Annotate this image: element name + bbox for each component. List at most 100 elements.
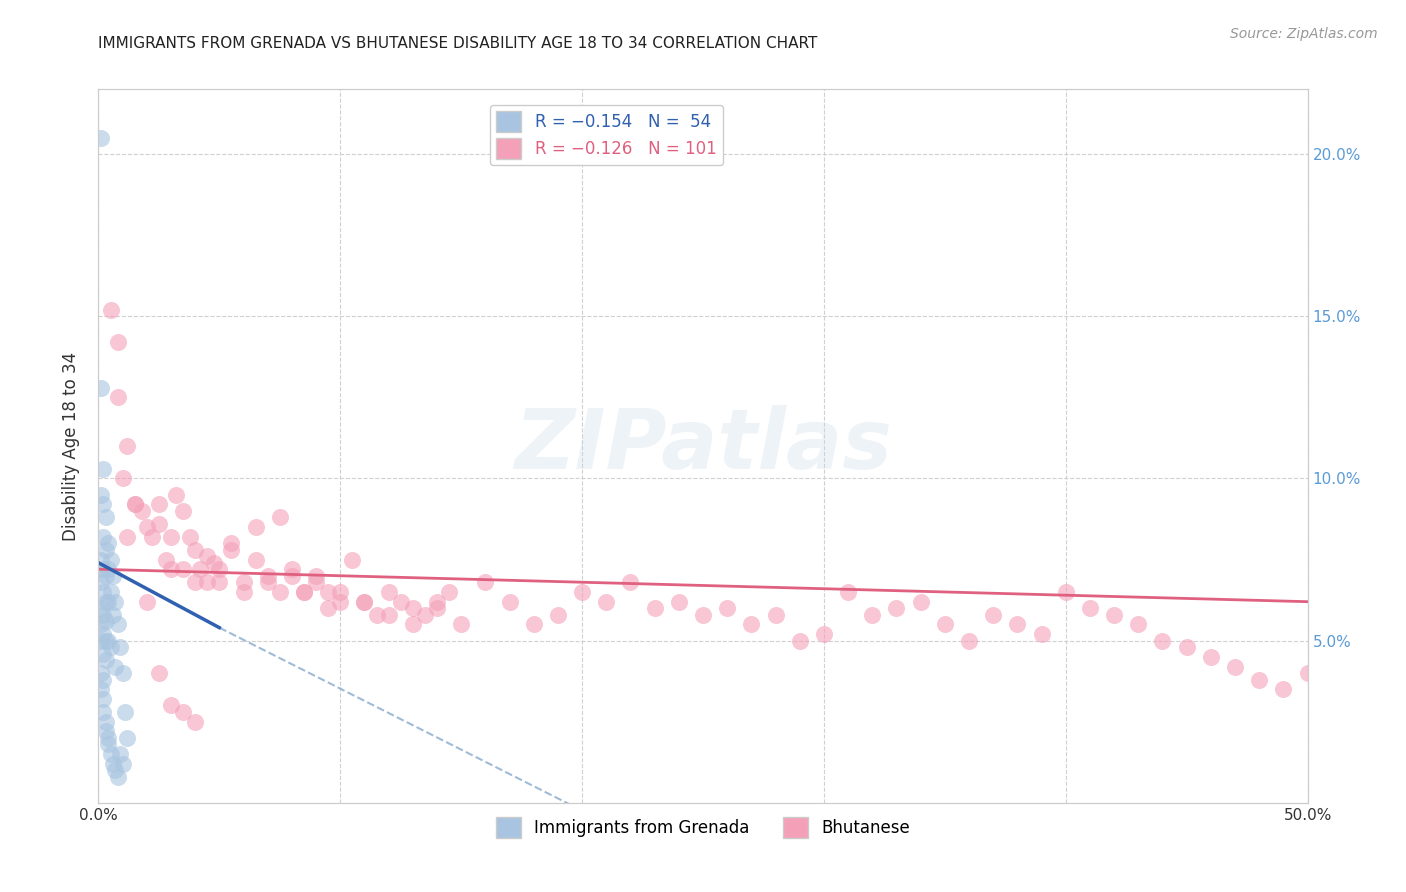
Point	[184, 575, 207, 590]
Point	[1272, 682, 1295, 697]
Point	[94, 595, 117, 609]
Point	[91, 673, 114, 687]
Point	[245, 552, 267, 566]
Point	[934, 617, 956, 632]
Point	[100, 585, 122, 599]
Point	[90, 633, 112, 648]
Point	[245, 520, 267, 534]
Point	[111, 471, 134, 485]
Point	[644, 601, 666, 615]
Point	[91, 705, 114, 719]
Point	[389, 595, 412, 609]
Point	[91, 692, 114, 706]
Point	[305, 568, 328, 582]
Point	[90, 131, 112, 145]
Point	[94, 614, 117, 628]
Point	[90, 601, 112, 615]
Point	[342, 552, 364, 566]
Point	[91, 627, 114, 641]
Point	[114, 705, 136, 719]
Point	[108, 747, 131, 761]
Text: Source: ZipAtlas.com: Source: ZipAtlas.com	[1230, 27, 1378, 41]
Point	[1223, 659, 1246, 673]
Point	[94, 542, 117, 557]
Point	[402, 617, 425, 632]
Point	[90, 617, 112, 632]
Point	[1296, 666, 1319, 681]
Text: IMMIGRANTS FROM GRENADA VS BHUTANESE DISABILITY AGE 18 TO 34 CORRELATION CHART: IMMIGRANTS FROM GRENADA VS BHUTANESE DIS…	[98, 36, 818, 51]
Point	[97, 633, 120, 648]
Point	[195, 549, 218, 564]
Point	[124, 497, 146, 511]
Point	[208, 562, 231, 576]
Point	[94, 653, 117, 667]
Point	[269, 510, 291, 524]
Point	[547, 607, 569, 622]
Point	[256, 575, 278, 590]
Point	[107, 770, 129, 784]
Point	[91, 497, 114, 511]
Point	[269, 585, 291, 599]
Point	[716, 601, 738, 615]
Point	[402, 601, 425, 615]
Point	[1199, 649, 1222, 664]
Point	[117, 731, 139, 745]
Text: ZIPatlas: ZIPatlas	[515, 406, 891, 486]
Point	[860, 607, 883, 622]
Point	[188, 562, 211, 576]
Point	[107, 335, 129, 350]
Point	[160, 698, 183, 713]
Point	[107, 390, 129, 404]
Point	[957, 633, 980, 648]
Point	[90, 682, 112, 697]
Point	[90, 552, 112, 566]
Point	[155, 552, 177, 566]
Point	[108, 640, 131, 654]
Point	[221, 536, 243, 550]
Point	[91, 461, 114, 475]
Point	[94, 724, 117, 739]
Point	[179, 530, 201, 544]
Point	[117, 530, 139, 544]
Point	[305, 575, 328, 590]
Point	[90, 488, 112, 502]
Point	[104, 659, 127, 673]
Point	[1152, 633, 1174, 648]
Point	[426, 601, 449, 615]
Point	[281, 568, 304, 582]
Point	[148, 497, 170, 511]
Point	[91, 607, 114, 622]
Point	[523, 617, 546, 632]
Point	[160, 562, 183, 576]
Point	[172, 705, 194, 719]
Point	[1128, 617, 1150, 632]
Point	[97, 536, 120, 550]
Point	[94, 510, 117, 524]
Point	[107, 617, 129, 632]
Point	[1102, 607, 1125, 622]
Point	[111, 756, 134, 771]
Point	[292, 585, 315, 599]
Point	[94, 568, 117, 582]
Point	[94, 714, 117, 729]
Point	[316, 585, 339, 599]
Point	[377, 607, 399, 622]
Point	[426, 595, 449, 609]
Point	[100, 552, 122, 566]
Point	[90, 381, 112, 395]
Point	[94, 633, 117, 648]
Point	[366, 607, 388, 622]
Point	[100, 302, 122, 317]
Point	[292, 585, 315, 599]
Point	[184, 714, 207, 729]
Point	[329, 585, 352, 599]
Point	[981, 607, 1004, 622]
Point	[498, 595, 520, 609]
Point	[813, 627, 835, 641]
Point	[91, 562, 114, 576]
Point	[184, 542, 207, 557]
Point	[91, 530, 114, 544]
Point	[1054, 585, 1077, 599]
Point	[104, 764, 127, 778]
Point	[97, 738, 120, 752]
